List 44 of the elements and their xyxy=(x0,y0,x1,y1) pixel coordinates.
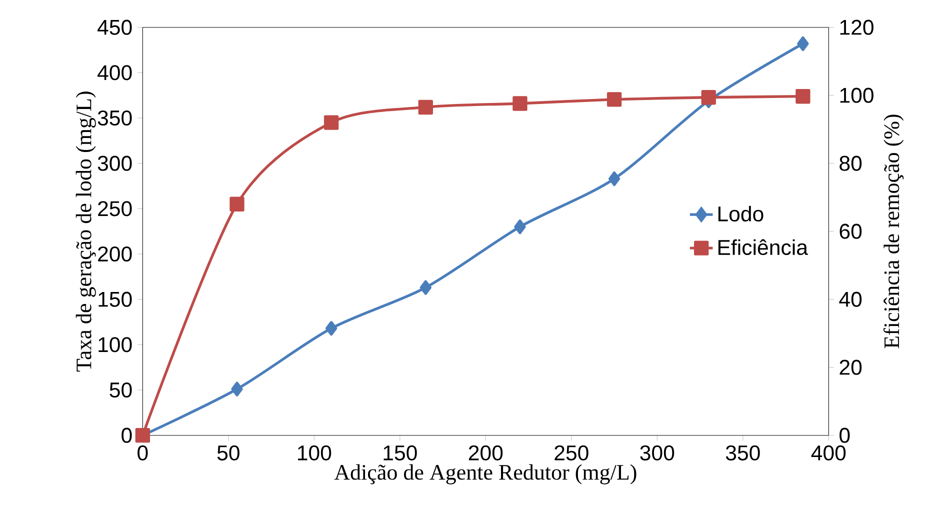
x-tick-label: 400 xyxy=(811,445,846,460)
x-tick-label: 350 xyxy=(726,445,760,460)
y-tick-label: 300 xyxy=(98,156,132,171)
legend-label: Eficiência xyxy=(718,239,808,256)
x-axis-title: Adição de Agente Redutor (mg/L) xyxy=(334,464,636,484)
y-tick-label: 0 xyxy=(122,428,132,443)
point xyxy=(606,92,622,107)
point xyxy=(418,100,433,115)
y2-tick-label: 20 xyxy=(840,360,862,375)
y2-tick-label: 60 xyxy=(840,224,862,239)
x-tick-label: 100 xyxy=(298,445,332,460)
point xyxy=(796,89,810,104)
point xyxy=(325,321,338,336)
x-tick-label: 200 xyxy=(468,445,503,460)
y2-axis-title: Eficiência de remoção (%) xyxy=(883,114,904,348)
y2-tick-label: 100 xyxy=(840,88,874,103)
y-tick-label: 100 xyxy=(98,337,132,352)
x-tick-label: 250 xyxy=(554,445,588,460)
y-tick-label: 150 xyxy=(98,292,132,307)
y2-tick-label: 120 xyxy=(840,20,874,35)
point xyxy=(324,115,339,130)
x-tick-label: 50 xyxy=(217,445,240,460)
y-tick-label: 50 xyxy=(110,382,132,398)
y-tick-label: 450 xyxy=(98,20,132,35)
y-tick-label: 250 xyxy=(98,201,132,216)
point xyxy=(512,96,528,111)
point xyxy=(231,382,243,396)
y-tick-label: 200 xyxy=(98,246,132,262)
y-tick-label: 350 xyxy=(98,110,132,126)
x-tick-label: 0 xyxy=(138,445,148,460)
point xyxy=(230,196,244,212)
y2-tick-label: 40 xyxy=(839,292,862,307)
x-tick-label: 300 xyxy=(640,445,674,460)
x-tick-label: 150 xyxy=(384,445,417,460)
y-axis-title: Taxa de geração de lodo (mg/L) xyxy=(76,92,96,372)
y2-tick-label: 80 xyxy=(840,156,862,171)
point xyxy=(514,219,526,234)
y2-tick-label: 0 xyxy=(840,428,850,443)
point xyxy=(797,36,809,51)
point xyxy=(420,280,432,295)
point xyxy=(608,171,620,186)
y-tick-label: 400 xyxy=(98,65,132,80)
legend-label: Lodo xyxy=(718,206,764,222)
point xyxy=(701,90,716,105)
